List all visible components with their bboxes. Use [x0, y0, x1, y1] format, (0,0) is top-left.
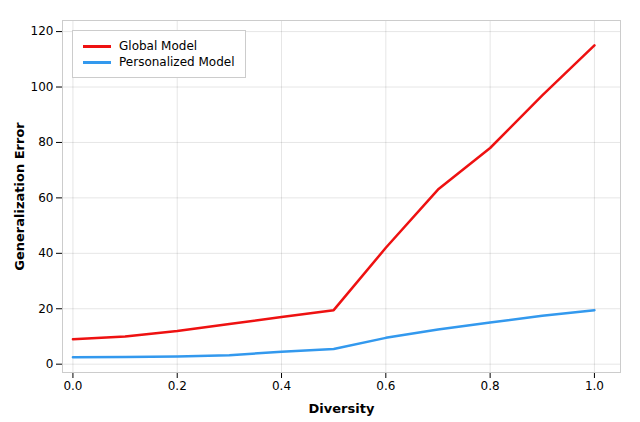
html-text:Personalized Model: Personalized Model — [119, 55, 235, 69]
svg-text:0.0: 0.0 — [63, 379, 82, 393]
svg-text:40: 40 — [38, 246, 53, 260]
svg-text:0: 0 — [46, 357, 54, 371]
svg-text:120: 120 — [31, 24, 54, 38]
svg-text:Generalization Error: Generalization Error — [12, 122, 27, 271]
svg-text:Diversity: Diversity — [309, 401, 375, 416]
svg-text:80: 80 — [38, 135, 53, 149]
html-text:Global Model: Global Model — [119, 39, 198, 53]
svg-text:60: 60 — [38, 191, 53, 205]
svg-text:0.2: 0.2 — [168, 379, 187, 393]
svg-text:20: 20 — [38, 302, 53, 316]
svg-text:0.8: 0.8 — [481, 379, 500, 393]
svg-text:0.6: 0.6 — [376, 379, 395, 393]
svg-text:1.0: 1.0 — [585, 379, 604, 393]
svg-text:100: 100 — [31, 80, 54, 94]
svg-text:0.4: 0.4 — [272, 379, 291, 393]
